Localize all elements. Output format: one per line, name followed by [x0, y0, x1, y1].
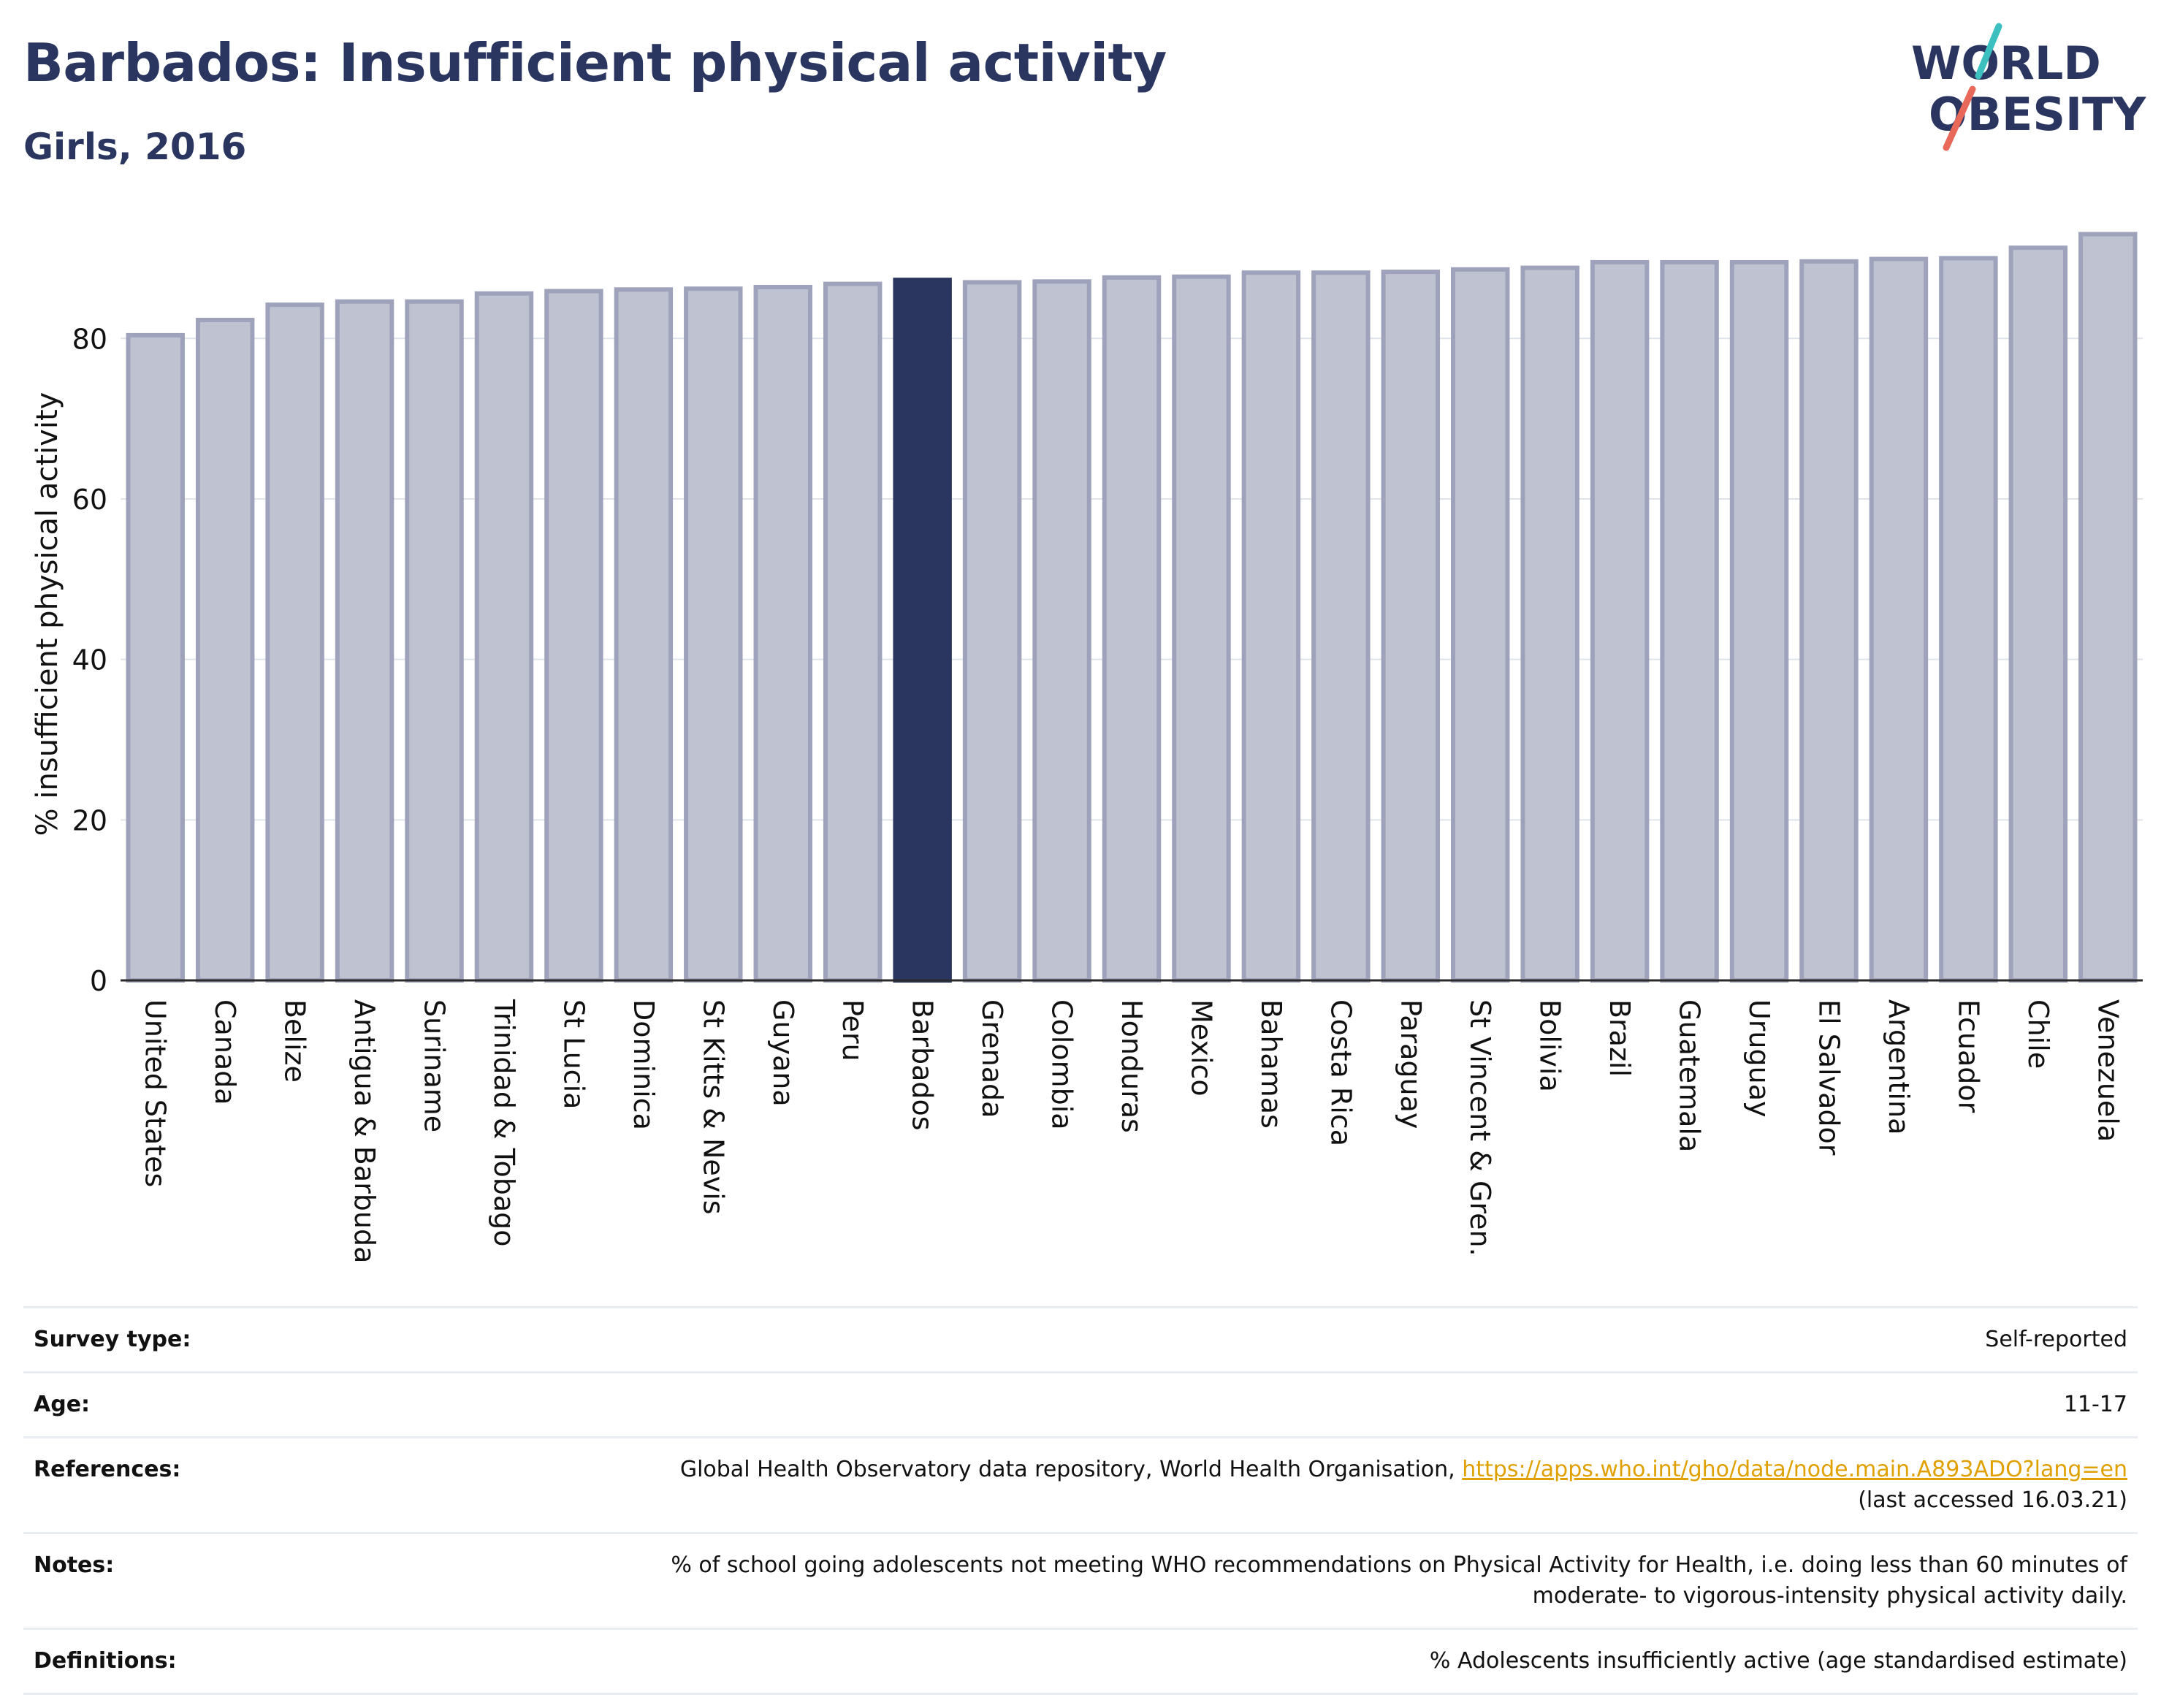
bar-ecuador: [1939, 256, 1998, 983]
metadata-key: Age:: [23, 1371, 453, 1438]
x-tick-label: St Kitts & Nevis: [697, 999, 729, 1215]
y-tick-label: 60: [72, 484, 107, 516]
metadata-value: Global Health Observatory data repositor…: [453, 1436, 2138, 1534]
x-tick-label: Belize: [279, 999, 311, 1083]
x-tick-label: Trinidad & Tobago: [488, 999, 520, 1247]
x-tick-label: Guyana: [767, 999, 799, 1107]
x-tick-label: Chile: [2022, 999, 2054, 1069]
metadata-key: References:: [23, 1436, 453, 1534]
bar-suriname: [405, 299, 464, 983]
reference-link[interactable]: https://apps.who.int/gho/data/node.main.…: [1462, 1457, 2127, 1482]
metadata-row: Definitions: % Adolescents insufficiently…: [23, 1628, 2138, 1695]
metadata-value-continuation: moderate- to vigorous-intensity physical…: [1532, 1583, 2127, 1609]
tick-labels: 0 20 40 60 80 United States Canada Belize Antigu…: [72, 323, 2124, 1263]
bar-peru: [823, 281, 883, 983]
x-tick-label: Honduras: [1116, 999, 1148, 1133]
x-tick-label: St Vincent & Gren.: [1464, 999, 1496, 1257]
metadata-value-continuation: (last accessed 16.03.21): [1858, 1487, 2127, 1513]
logo-slash-teal: [1975, 23, 2002, 80]
metadata-value-text: % of school going adolescents not meetin…: [671, 1552, 2127, 1578]
bar-united-states: [126, 332, 185, 983]
bar-trinidad-tobago: [474, 291, 534, 983]
bar-st-vincent-gren-: [1451, 267, 1510, 983]
metadata-key: Notes:: [23, 1532, 453, 1630]
metadata-row: Notes: % of school going adolescents not …: [23, 1532, 2138, 1630]
metadata-row: Age: 11-17: [23, 1371, 2138, 1438]
bar-dominica: [614, 287, 674, 983]
chart-title: Barbados: Insufficient physical activity: [23, 32, 1167, 94]
bar-paraguay: [1381, 270, 1441, 983]
bar-antigua-barbuda: [335, 299, 395, 983]
bar-argentina: [1869, 256, 1929, 983]
bar-grenada: [962, 280, 1022, 983]
x-tick-label: Uruguay: [1743, 999, 1775, 1118]
x-tick-label: Argentina: [1883, 999, 1915, 1135]
bar-canada: [195, 318, 255, 983]
x-tick-label: Peru: [836, 999, 869, 1061]
bar-brazil: [1590, 259, 1650, 983]
x-tick-label: Suriname: [419, 999, 451, 1132]
bar-venezuela: [2078, 232, 2138, 983]
x-tick-label: Paraguay: [1395, 999, 1427, 1129]
x-tick-label: Colombia: [1046, 999, 1078, 1130]
y-tick-label: 0: [90, 965, 107, 997]
bars: [126, 232, 2138, 983]
logo-line-obesity: OBESITY: [1929, 88, 2146, 141]
bar-bahamas: [1241, 270, 1301, 983]
metadata-row: References: Global Health Observatory dat…: [23, 1436, 2138, 1534]
bar-guatemala: [1660, 259, 1719, 983]
bar-guyana: [753, 284, 812, 983]
x-tick-label: Barbados: [907, 999, 939, 1131]
metadata-value-text: Self-reported: [1985, 1327, 2127, 1352]
metadata-value: % of school going adolescents not meetin…: [453, 1532, 2138, 1630]
x-tick-label: Mexico: [1185, 999, 1217, 1097]
y-tick-label: 20: [72, 804, 107, 836]
metadata-value-text: Global Health Observatory data repositor…: [679, 1457, 1455, 1482]
bar-el-salvador: [1799, 259, 1859, 983]
bar-uruguay: [1729, 259, 1789, 983]
x-tick-label: Brazil: [1604, 999, 1636, 1077]
x-tick-label: El Salvador: [1813, 999, 1845, 1156]
x-tick-label: Ecuador: [1952, 999, 1984, 1113]
bar-bolivia: [1520, 265, 1579, 983]
bar-barbados: [893, 278, 952, 983]
y-tick-label: 80: [72, 323, 107, 355]
bar-costa-rica: [1311, 270, 1371, 983]
bar-st-kitts-nevis: [684, 286, 743, 983]
metadata-value: 11-17: [453, 1371, 2138, 1438]
x-tick-label: Costa Rica: [1325, 999, 1357, 1146]
metadata-value-text: % Adolescents insufficiently active (age…: [1429, 1648, 2127, 1674]
x-tick-label: Antigua & Barbuda: [348, 999, 381, 1263]
metadata-row: Survey type: Self-reported: [23, 1306, 2138, 1373]
x-tick-label: Canada: [209, 999, 241, 1105]
bar-colombia: [1032, 279, 1091, 983]
x-tick-label: Bolivia: [1534, 999, 1566, 1092]
bar-st-lucia: [544, 289, 603, 983]
x-tick-label: Bahamas: [1255, 999, 1287, 1129]
chart-subtitle: Girls, 2016: [23, 126, 247, 168]
x-tick-label: Grenada: [976, 999, 1008, 1118]
x-tick-label: St Lucia: [557, 999, 590, 1109]
metadata-table: Survey type: Self-reported Age: 11-17 Refere…: [23, 1306, 2138, 1695]
x-tick-label: Dominica: [628, 999, 660, 1130]
y-tick-label: 40: [72, 644, 107, 676]
metadata-value: Self-reported: [453, 1306, 2138, 1373]
logo-line-world: WORLD: [1911, 37, 2101, 90]
metadata-value: % Adolescents insufficiently active (age…: [453, 1628, 2138, 1695]
metadata-value-text: 11-17: [2063, 1392, 2127, 1417]
y-axis-label: % insufficient physical activity: [31, 392, 64, 836]
logo-slash-coral: [1943, 85, 1976, 151]
x-tick-label: Guatemala: [1674, 999, 1706, 1152]
x-tick-label: United States: [140, 999, 172, 1187]
bar-mexico: [1172, 274, 1231, 983]
bar-belize: [265, 302, 324, 983]
x-tick-label: Venezuela: [2092, 999, 2124, 1142]
metadata-key: Definitions:: [23, 1628, 453, 1695]
bar-chile: [2008, 245, 2068, 983]
world-obesity-logo: WORLD OBESITY: [1911, 23, 2146, 151]
metadata-key: Survey type:: [23, 1306, 453, 1373]
bar-chart: 0 20 40 60 80 United States Canada Belize Antigu…: [31, 232, 2143, 1263]
bar-honduras: [1102, 275, 1162, 983]
